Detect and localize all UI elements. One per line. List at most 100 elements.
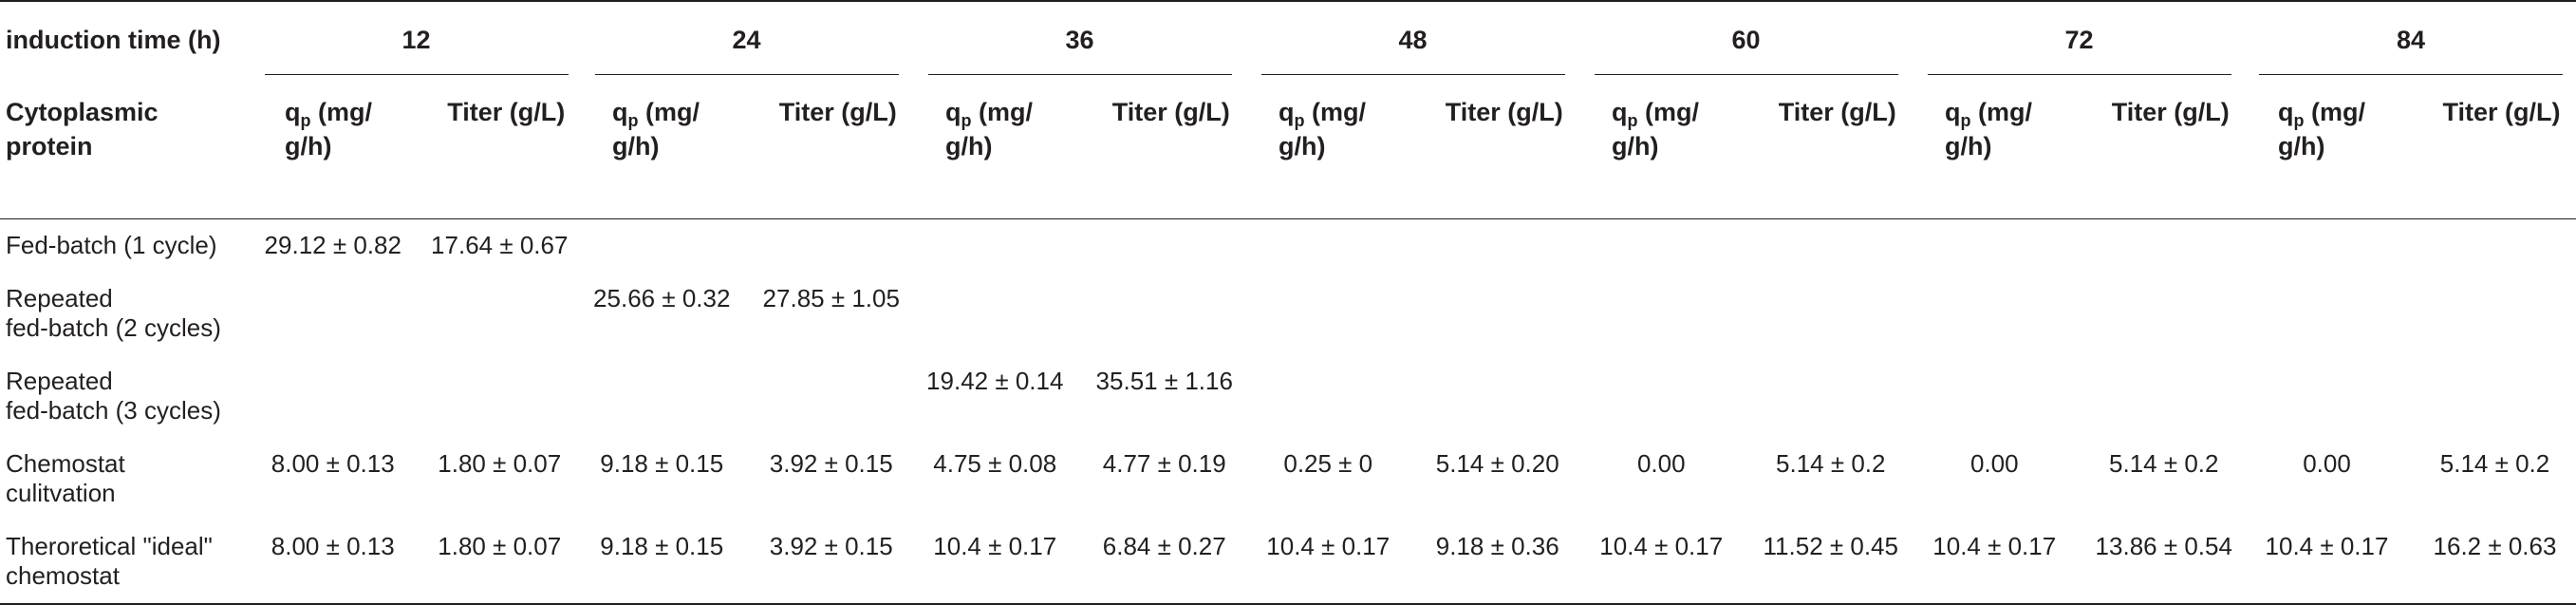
value-cell-group (2246, 219, 2576, 274)
value-cell-group (580, 355, 913, 438)
value-cell-group: 9.18 ± 0.15 3.92 ± 0.15 (580, 438, 913, 520)
qp-value: 9.18 ± 0.15 (600, 449, 724, 478)
qp-header: qp (mg/g/h) (1279, 98, 1366, 161)
metric-header-group-24: qp (mg/g/h) Titer (g/L) (580, 78, 913, 219)
qp-value: 8.00 ± 0.13 (271, 449, 395, 478)
value-cell-group: 8.00 ± 0.13 1.80 ± 0.07 (252, 438, 580, 520)
cytoplasmic-protein-header: Cytoplasmic protein (0, 78, 252, 219)
qp-value: 10.4 ± 0.17 (1266, 532, 1391, 560)
qp-value: 0.00 (1636, 449, 1686, 478)
titer-value: 6.84 ± 0.27 (1102, 532, 1226, 560)
table-row: Fed-batch (1 cycle) 29.12 ± 0.82 17.64 ± 0… (0, 219, 2576, 274)
metric-header-group-12: qp (mg/g/h) Titer (g/L) (252, 78, 580, 219)
value-cell-group: 0.00 5.14 ± 0.2 (1913, 438, 2246, 520)
value-cell-group: 10.4 ± 0.17 13.86 ± 0.54 (1913, 520, 2246, 605)
titer-value: 35.51 ± 1.16 (1095, 367, 1233, 395)
titer-value: 13.86 ± 0.54 (2095, 532, 2232, 560)
qp-value: 25.66 ± 0.32 (593, 284, 731, 312)
value-cell-group (252, 273, 580, 355)
titer-value: 11.52 ± 0.45 (1763, 532, 1898, 560)
table-row: Chemostat culitvation 8.00 ± 0.13 1.80 ± 0.… (0, 438, 2576, 520)
qp-value: 8.00 ± 0.13 (271, 532, 395, 560)
value-cell-group: 10.4 ± 0.17 9.18 ± 0.36 (1246, 520, 1579, 605)
time-header-48: 48 (1246, 0, 1579, 78)
time-header-60: 60 (1579, 0, 1913, 78)
titer-value: 17.64 ± 0.67 (431, 231, 569, 259)
row-label: Fed-batch (1 cycle) (6, 231, 217, 259)
value-cell-group (1246, 219, 1579, 274)
row-label: Chemostat culitvation (6, 449, 125, 507)
qp-header: qp (mg/g/h) (612, 98, 700, 161)
value-cell-group: 0.00 5.14 ± 0.2 (2246, 438, 2576, 520)
metric-header-group-60: qp (mg/g/h) Titer (g/L) (1579, 78, 1913, 219)
value-cell-group: 4.75 ± 0.08 4.77 ± 0.19 (913, 438, 1246, 520)
qp-value: 19.42 ± 0.14 (926, 367, 1064, 395)
qp-value: 10.4 ± 0.17 (1599, 532, 1724, 560)
table-row: Theroretical "ideal" chemostat 8.00 ± 0.13… (0, 520, 2576, 605)
titer-value: 5.14 ± 0.2 (1776, 449, 1886, 478)
metric-header-group-48: qp (mg/g/h) Titer (g/L) (1246, 78, 1579, 219)
value-cell-group (913, 273, 1246, 355)
induction-time-header: induction time (h) (0, 0, 252, 78)
time-header-24: 24 (580, 0, 913, 78)
qp-header: qp (mg/g/h) (945, 98, 1033, 161)
value-cell-group (1579, 355, 1913, 438)
row-label: Theroretical "ideal" chemostat (0, 520, 252, 605)
value-cell-group (1913, 219, 2246, 274)
time-header-36: 36 (913, 0, 1246, 78)
value-cell-group (1913, 355, 2246, 438)
value-cell-group: 10.4 ± 0.17 16.2 ± 0.63 (2246, 520, 2576, 605)
titer-value: 5.14 ± 0.20 (1435, 449, 1559, 478)
value-cell-group: 29.12 ± 0.82 17.64 ± 0.67 (252, 219, 580, 274)
value-cell-group: 0.00 5.14 ± 0.2 (1579, 438, 1913, 520)
metric-header-group-36: qp (mg/g/h) Titer (g/L) (913, 78, 1246, 219)
qp-value: 0.00 (1969, 449, 2019, 478)
qp-value: 9.18 ± 0.15 (600, 532, 724, 560)
header-row-time: induction time (h) 12 24 36 48 60 72 84 (0, 0, 2576, 78)
titer-header: Titer (g/L) (447, 98, 566, 126)
value-cell-group (1913, 273, 2246, 355)
value-cell-group (2246, 355, 2576, 438)
titer-value: 3.92 ± 0.15 (769, 532, 893, 560)
titer-header: Titer (g/L) (2111, 98, 2230, 126)
qp-value: 0.00 (2303, 449, 2351, 478)
value-cell-group (1579, 273, 1913, 355)
qp-value: 10.4 ± 0.17 (1932, 532, 2057, 560)
value-cell-group (1579, 219, 1913, 274)
qp-value: 0.25 ± 0 (1283, 449, 1373, 478)
titer-value: 1.80 ± 0.07 (438, 532, 562, 560)
value-cell-group: 9.18 ± 0.15 3.92 ± 0.15 (580, 520, 913, 605)
qp-header: qp (mg/g/h) (285, 98, 372, 161)
table-row: Repeated fed-batch (3 cycles) 19.42 ± 0.14… (0, 355, 2576, 438)
qp-value: 4.75 ± 0.08 (933, 449, 1057, 478)
qp-value: 29.12 ± 0.82 (264, 231, 401, 259)
titer-value: 4.77 ± 0.19 (1102, 449, 1226, 478)
titer-value: 27.85 ± 1.05 (762, 284, 900, 312)
time-header-72: 72 (1913, 0, 2246, 78)
value-cell-group: 10.4 ± 0.17 6.84 ± 0.27 (913, 520, 1246, 605)
value-cell-group (1246, 273, 1579, 355)
metric-header-group-84: qp (mg/g/h) Titer (g/L) (2246, 78, 2576, 219)
time-header-12: 12 (252, 0, 580, 78)
header-row-metrics: Cytoplasmic protein qp (mg/g/h) Titer (g/… (0, 78, 2576, 219)
titer-value: 5.14 ± 0.2 (2109, 449, 2219, 478)
titer-value: 16.2 ± 0.63 (2433, 532, 2557, 560)
titer-header: Titer (g/L) (1111, 98, 1230, 126)
value-cell-group (252, 355, 580, 438)
qp-header: qp (mg/g/h) (1945, 98, 2032, 161)
value-cell-group: 10.4 ± 0.17 11.52 ± 0.45 (1579, 520, 1913, 605)
titer-value: 3.92 ± 0.15 (769, 449, 893, 478)
value-cell-group (913, 219, 1246, 274)
row-label: Repeated fed-batch (3 cycles) (6, 367, 221, 425)
value-cell-group: 19.42 ± 0.14 35.51 ± 1.16 (913, 355, 1246, 438)
value-cell-group (580, 219, 913, 274)
qp-header: qp (mg/g/h) (2278, 98, 2365, 161)
time-header-84: 84 (2246, 0, 2576, 78)
value-cell-group: 25.66 ± 0.32 27.85 ± 1.05 (580, 273, 913, 355)
qp-value: 10.4 ± 0.17 (933, 532, 1057, 560)
value-cell-group: 8.00 ± 0.13 1.80 ± 0.07 (252, 520, 580, 605)
qp-value: 10.4 ± 0.17 (2265, 532, 2389, 560)
qp-header: qp (mg/g/h) (1612, 98, 1699, 161)
